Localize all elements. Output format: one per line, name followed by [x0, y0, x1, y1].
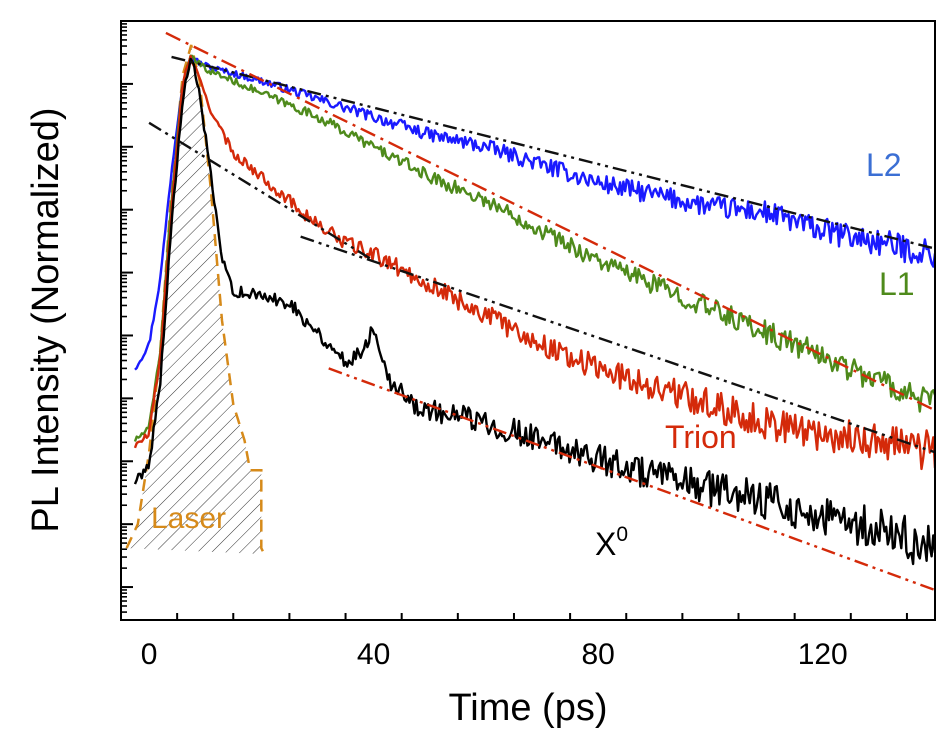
x-tick-label: 0 — [141, 638, 158, 671]
x-tick-label: 120 — [798, 638, 848, 671]
label-x0-superscript: 0 — [616, 523, 628, 546]
label-trion: Trion — [665, 419, 737, 455]
fit-line-1 — [171, 55, 935, 250]
label-laser: Laser — [151, 502, 226, 535]
x-tick-label: 40 — [357, 638, 390, 671]
trace-l1 — [133, 54, 935, 442]
fit-line-3 — [148, 121, 375, 262]
label-x0: X0 — [595, 523, 628, 562]
y-axis-title: PL Intensity (Normalized) — [25, 107, 67, 532]
trace-trion — [133, 54, 935, 471]
fit-line-2 — [165, 31, 935, 412]
trace-x0 — [133, 57, 935, 566]
label-l2: L2 — [866, 147, 902, 183]
label-l1: L1 — [879, 266, 915, 302]
plot-frame — [120, 20, 936, 621]
fit-line-5 — [328, 367, 935, 592]
label-x0-base: X — [595, 526, 616, 562]
trace-l2 — [134, 56, 935, 371]
x-axis-title: Time (ps) — [448, 687, 607, 729]
fit-line-4 — [300, 235, 935, 454]
laser-pulse-fill — [126, 45, 265, 555]
x-tick-label: 80 — [581, 638, 614, 671]
